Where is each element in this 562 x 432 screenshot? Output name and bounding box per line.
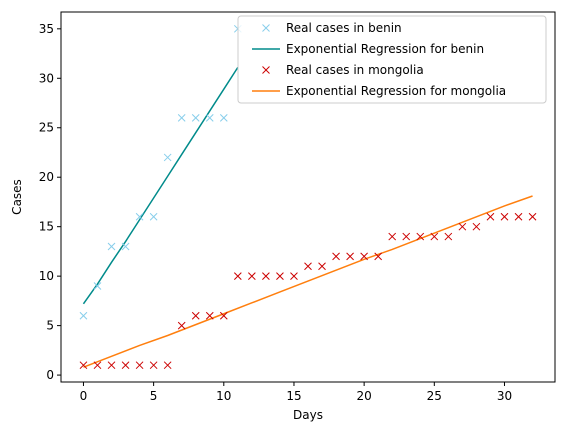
data-point: [234, 273, 241, 280]
x-tick-label: 20: [356, 389, 371, 403]
x-axis-label: Days: [293, 408, 323, 422]
data-point: [403, 233, 410, 240]
data-point: [108, 243, 115, 250]
data-point: [319, 263, 326, 270]
data-point: [178, 322, 185, 329]
legend-label: Real cases in mongolia: [286, 63, 424, 77]
x-tick-label: 0: [80, 389, 88, 403]
y-tick-label: 25: [39, 121, 54, 135]
data-point: [501, 213, 508, 220]
y-tick-label: 5: [46, 319, 54, 333]
data-point: [150, 213, 157, 220]
x-tick-label: 15: [286, 389, 301, 403]
data-point: [290, 273, 297, 280]
legend-entry: Real cases in mongolia: [263, 63, 424, 77]
data-point: [389, 233, 396, 240]
y-tick-label: 0: [46, 368, 54, 382]
series-line-3: [83, 196, 532, 367]
legend-entry: Exponential Regression for mongolia: [252, 84, 506, 98]
data-point: [94, 362, 101, 369]
y-axis: 0 5 10 15 20 25 30 35: [39, 22, 61, 382]
data-point: [192, 114, 199, 121]
y-tick-label: 15: [39, 220, 54, 234]
data-point: [192, 312, 199, 319]
legend-entry: Exponential Regression for benin: [252, 42, 484, 56]
data-point: [206, 114, 213, 121]
y-axis-label: Cases: [10, 179, 24, 215]
data-point: [164, 154, 171, 161]
legend-label: Exponential Regression for benin: [286, 42, 484, 56]
y-tick-label: 30: [39, 71, 54, 85]
data-point: [122, 362, 129, 369]
data-point: [206, 312, 213, 319]
data-point: [347, 253, 354, 260]
y-tick-label: 20: [39, 170, 54, 184]
data-point: [305, 263, 312, 270]
data-point: [108, 362, 115, 369]
x-tick-label: 5: [150, 389, 158, 403]
data-point: [459, 223, 466, 230]
data-point: [178, 114, 185, 121]
data-point: [515, 213, 522, 220]
legend: Real cases in benin Exponential Regressio…: [238, 16, 546, 103]
data-point: [248, 273, 255, 280]
legend-label: Real cases in benin: [286, 21, 402, 35]
data-point: [80, 362, 87, 369]
data-point: [80, 312, 87, 319]
data-point: [529, 213, 536, 220]
data-point: [262, 273, 269, 280]
x-tick-label: 30: [497, 389, 512, 403]
data-point: [276, 273, 283, 280]
x-tick-label: 25: [427, 389, 442, 403]
data-point: [220, 114, 227, 121]
data-point: [333, 253, 340, 260]
x-tick-label: 10: [216, 389, 231, 403]
data-point: [445, 233, 452, 240]
data-point: [431, 233, 438, 240]
data-point: [150, 362, 157, 369]
data-point: [136, 362, 143, 369]
legend-label: Exponential Regression for mongolia: [286, 84, 506, 98]
data-point: [487, 213, 494, 220]
x-axis: 0 5 10 15 20 25 30: [80, 382, 512, 403]
data-point: [164, 362, 171, 369]
y-tick-label: 10: [39, 269, 54, 283]
data-point: [473, 223, 480, 230]
y-tick-label: 35: [39, 22, 54, 36]
series-line-1: [83, 67, 237, 303]
